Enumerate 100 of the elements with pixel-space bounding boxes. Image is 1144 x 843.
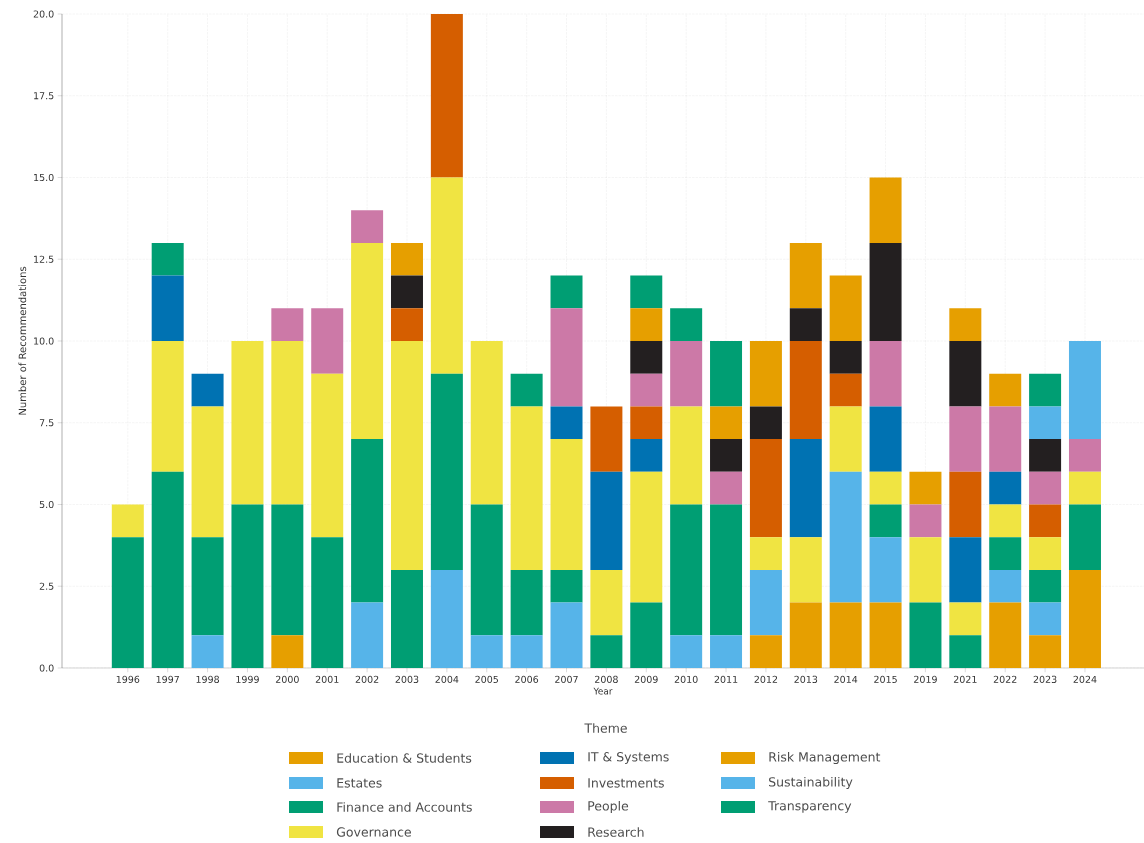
y-tick-label: 0.0	[39, 664, 54, 672]
bar	[1029, 504, 1062, 538]
bar	[430, 177, 463, 374]
y-tick-label: 20.0	[33, 10, 54, 18]
bar	[869, 177, 902, 243]
x-tick-label: 2015	[874, 675, 897, 683]
bar	[630, 439, 663, 472]
bar	[630, 373, 663, 407]
x-tick-label: 1998	[196, 675, 220, 683]
bar	[151, 242, 184, 276]
bar	[989, 537, 1022, 570]
x-tick-label: 2022	[993, 675, 1017, 683]
bar	[191, 373, 224, 407]
bar	[1029, 406, 1062, 440]
bar	[510, 569, 543, 636]
bar	[829, 275, 862, 341]
bar	[1029, 602, 1062, 636]
bar	[749, 569, 782, 636]
x-tick-label: 2024	[1073, 675, 1097, 683]
bar	[351, 439, 384, 603]
legend-title: Theme	[584, 723, 627, 733]
bar	[151, 471, 184, 668]
bar	[829, 406, 862, 472]
legend-label: IT & Systems	[588, 752, 669, 764]
x-axis-title: Year	[593, 687, 613, 695]
y-axis-title: Number of Recommendations	[18, 266, 27, 415]
x-tick-label: 2008	[594, 675, 618, 683]
bar	[231, 504, 264, 668]
bar	[670, 635, 703, 668]
bar	[989, 602, 1022, 668]
bar	[630, 340, 663, 374]
x-tick-label: 2012	[754, 675, 778, 683]
x-tick-label: 2013	[794, 675, 818, 683]
bar	[271, 308, 304, 341]
x-tick-label: 2010	[674, 675, 698, 683]
bar	[351, 242, 384, 440]
bar	[630, 471, 663, 603]
bar	[590, 471, 623, 570]
x-tick-label: 2011	[714, 675, 738, 683]
bar	[630, 308, 663, 341]
bar	[989, 406, 1022, 472]
bar	[550, 308, 583, 407]
bar	[271, 635, 304, 668]
bar	[710, 406, 743, 440]
bar	[550, 275, 583, 309]
legend-label: Risk Management	[769, 751, 881, 765]
y-tick-label: 7.5	[39, 419, 54, 427]
bar	[1068, 504, 1101, 570]
bar	[949, 471, 982, 538]
bar	[151, 275, 184, 341]
x-tick-label: 2006	[515, 675, 539, 683]
bar	[670, 406, 703, 505]
bar	[590, 406, 623, 472]
bar	[1029, 537, 1062, 570]
bar	[1029, 635, 1062, 668]
bar	[390, 308, 423, 341]
bar	[829, 471, 862, 603]
bar	[1029, 569, 1062, 603]
bar	[1029, 373, 1062, 407]
bar	[749, 340, 782, 407]
bar	[710, 471, 743, 505]
bar	[789, 439, 822, 538]
bar	[470, 340, 503, 505]
bar	[670, 340, 703, 407]
legend-label: Investments	[588, 778, 664, 788]
bar	[590, 635, 623, 668]
bar	[311, 537, 344, 668]
bar	[1068, 340, 1101, 440]
bar	[789, 340, 822, 440]
bar	[749, 537, 782, 570]
bar	[311, 373, 344, 538]
bar	[789, 242, 822, 309]
bar	[869, 340, 902, 407]
bar	[989, 569, 1022, 603]
bar	[271, 340, 304, 505]
bar	[630, 275, 663, 309]
bar	[191, 406, 224, 538]
bar	[630, 602, 663, 668]
bar	[191, 635, 224, 668]
bar	[909, 471, 942, 505]
bar	[390, 242, 423, 276]
legend-label: Research	[588, 827, 644, 837]
x-tick-label: 2002	[355, 675, 379, 683]
bar	[1029, 439, 1062, 472]
bar	[710, 504, 743, 636]
bar	[550, 439, 583, 570]
bar	[869, 406, 902, 472]
bar	[550, 602, 583, 668]
x-tick-label: 2021	[953, 675, 977, 683]
legend-label: Sustainability	[769, 776, 853, 790]
bar	[550, 406, 583, 440]
bar	[510, 406, 543, 570]
legend-label: People	[588, 800, 629, 814]
legend-label: Education & Students	[337, 753, 472, 763]
bar	[789, 537, 822, 603]
bar	[111, 504, 144, 538]
bar	[789, 308, 822, 341]
x-tick-label: 2004	[435, 675, 459, 683]
bar	[869, 504, 902, 538]
bar	[510, 373, 543, 407]
